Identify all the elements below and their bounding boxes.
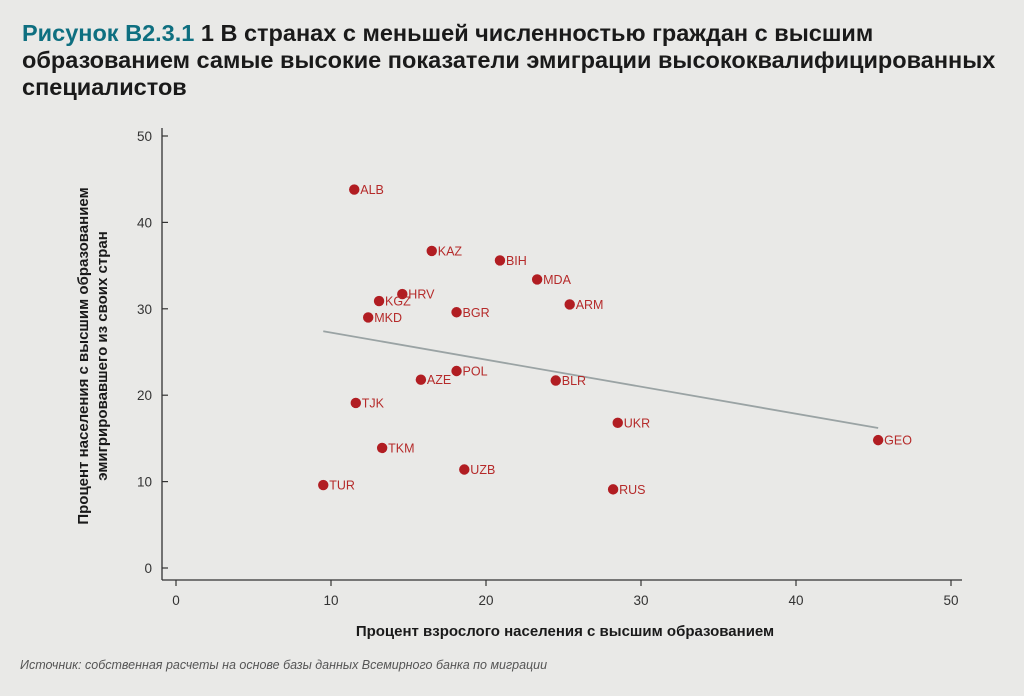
x-tick-label-30: 30: [633, 593, 648, 608]
point-label-tjk: TJK: [362, 396, 385, 410]
point-rus: [607, 484, 619, 495]
chart-title: Рисунок B2.3.1 1 В странах с меньшей чис…: [22, 20, 1002, 101]
point-label-uzb: UZB: [470, 463, 495, 477]
source-note: Источник: собственная расчеты на основе …: [20, 658, 548, 672]
x-tick-label-20: 20: [478, 593, 493, 608]
point-tkm: [376, 442, 388, 454]
point-hrv: [397, 288, 408, 300]
point-label-alb: ALB: [360, 183, 384, 197]
point-label-ukr: UKR: [624, 416, 650, 430]
point-label-mkd: MKD: [374, 311, 402, 325]
y-axis-label-line-2: эмигрировавшего из своих стран: [94, 231, 111, 481]
point-label-rus: RUS: [619, 483, 645, 497]
point-mkd: [363, 312, 374, 323]
y-tick-label-40: 40: [137, 215, 152, 230]
point-label-arm: ARM: [576, 298, 604, 312]
point-label-bih: BIH: [506, 254, 527, 268]
trendline: [323, 330, 879, 429]
figure-label: Рисунок B2.3.1: [22, 20, 195, 46]
point-mda: [531, 274, 543, 285]
point-label-aze: AZE: [427, 373, 451, 387]
axes: 0 10 20 30 40 50 0 10 20 30 40 50: [137, 128, 962, 608]
point-label-kgz: KGZ: [385, 295, 411, 309]
x-tick-label-10: 10: [323, 593, 338, 608]
point-geo: [872, 434, 884, 446]
point-blr: [550, 375, 561, 386]
point-label-mda: MDA: [543, 273, 571, 287]
y-tick-label-30: 30: [137, 302, 152, 317]
point-tjk: [350, 397, 361, 409]
y-tick-label-0: 0: [144, 561, 152, 576]
point-label-blr: BLR: [562, 374, 586, 388]
point-alb: [349, 184, 360, 195]
point-uzb: [459, 464, 470, 475]
trendline-group: [323, 330, 879, 429]
point-pol: [451, 365, 462, 377]
data-points: ALB KAZ BIH MDA HRV ARM KGZ BGR MKD POL AZE BLR TJK U…: [318, 183, 912, 497]
point-label-tkm: TKM: [388, 441, 414, 455]
point-bgr: [451, 307, 462, 318]
x-tick-label-0: 0: [172, 593, 180, 608]
y-tick-label-10: 10: [137, 475, 152, 490]
y-axis-label: Процент населения с высшим образованием э…: [75, 187, 111, 524]
point-label-hrv: HRV: [408, 288, 435, 302]
x-axis-label: Процент взрослого населения с высшим обр…: [356, 623, 774, 640]
x-tick-label-40: 40: [788, 593, 803, 608]
point-aze: [415, 374, 427, 385]
point-arm: [564, 299, 575, 310]
point-label-bgr: BGR: [463, 306, 490, 320]
y-tick-label-20: 20: [137, 388, 152, 403]
point-tur: [318, 479, 329, 491]
point-label-tur: TUR: [329, 479, 355, 493]
x-tick-label-50: 50: [943, 593, 958, 608]
point-kaz: [426, 245, 437, 257]
point-ukr: [612, 417, 623, 429]
point-bih: [494, 255, 506, 266]
point-kgz: [373, 295, 385, 307]
point-label-geo: GEO: [884, 434, 912, 448]
point-label-kaz: KAZ: [438, 244, 463, 258]
point-label-pol: POL: [463, 365, 488, 379]
title-text: 1 В странах с меньшей численностью гражд…: [22, 20, 996, 100]
y-tick-label-50: 50: [137, 129, 152, 144]
y-axis-label-line-1: Процент населения с высшим образованием: [75, 187, 92, 524]
